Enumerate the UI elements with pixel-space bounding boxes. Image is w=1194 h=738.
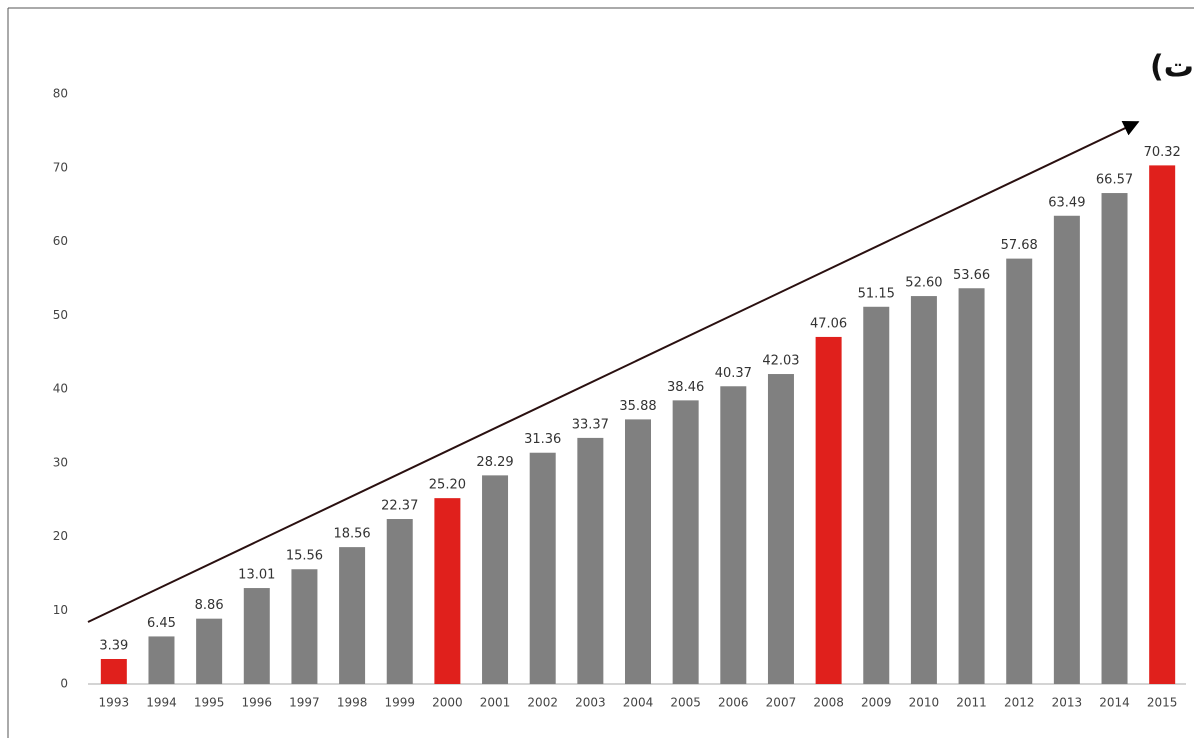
value-label: 18.56 [333, 527, 370, 542]
x-tick-label: 2011 [956, 696, 987, 710]
bar [1053, 215, 1080, 685]
value-label: 13.01 [238, 568, 275, 583]
value-label: 22.37 [381, 499, 418, 514]
bar [434, 498, 461, 684]
bar [1101, 193, 1128, 684]
bar [577, 437, 604, 684]
x-tick-label: 2014 [1099, 696, 1130, 710]
bar [1006, 258, 1033, 684]
y-tick-label: 30 [53, 455, 68, 469]
x-tick-label: 2003 [575, 696, 606, 710]
y-tick-label: 60 [53, 234, 68, 248]
y-tick-label: 0 [60, 677, 68, 691]
bar [339, 547, 366, 684]
x-tick-label: 2001 [480, 696, 511, 710]
value-label: 33.37 [572, 417, 609, 432]
bar [482, 475, 509, 684]
bar [767, 374, 794, 684]
bar [196, 618, 223, 684]
x-tick-label: 2007 [766, 696, 797, 710]
y-tick-label: 10 [53, 603, 68, 617]
value-label: 40.37 [715, 366, 752, 381]
bar [1149, 165, 1176, 684]
x-tick-label: 2015 [1147, 696, 1178, 710]
chart-title: تطور إجمالي الدين العام (بمليارات الدولا… [1150, 50, 1194, 85]
bar [910, 296, 937, 684]
value-label: 51.15 [858, 286, 895, 301]
value-label: 57.68 [1001, 238, 1038, 253]
x-tick-label: 1999 [384, 696, 415, 710]
x-tick-label: 2005 [670, 696, 701, 710]
bar [386, 519, 413, 684]
x-tick-label: 2013 [1052, 696, 1083, 710]
value-label: 3.39 [99, 638, 128, 653]
bar [958, 288, 985, 684]
x-tick-label: 1997 [289, 696, 320, 710]
x-tick-label: 1998 [337, 696, 368, 710]
value-label: 15.56 [286, 549, 323, 564]
bar [720, 386, 747, 684]
value-label: 70.32 [1144, 145, 1181, 160]
y-tick-label: 80 [53, 87, 68, 101]
value-label: 63.49 [1048, 195, 1085, 210]
bar [672, 400, 699, 684]
bar [863, 306, 890, 684]
value-label: 35.88 [619, 399, 656, 414]
x-tick-label: 1995 [194, 696, 225, 710]
x-tick-label: 1994 [146, 696, 177, 710]
y-tick-label: 40 [53, 382, 68, 396]
x-tick-label: 2002 [527, 696, 558, 710]
trend-arrow [87, 120, 1140, 623]
x-tick-label: 2000 [432, 696, 463, 710]
x-tick-label: 2004 [623, 696, 654, 710]
bar [625, 419, 651, 684]
y-tick-label: 50 [53, 308, 68, 322]
value-label: 31.36 [524, 432, 561, 447]
bar [243, 588, 270, 684]
bar [100, 658, 127, 684]
x-tick-label: 2010 [909, 696, 940, 710]
x-tick-label: 1993 [99, 696, 130, 710]
value-label: 53.66 [953, 268, 990, 283]
value-label: 52.60 [905, 276, 942, 291]
y-tick-label: 20 [53, 529, 68, 543]
x-tick-label: 2008 [813, 696, 844, 710]
value-label: 66.57 [1096, 173, 1133, 188]
value-label: 8.86 [195, 598, 224, 613]
value-label: 42.03 [762, 354, 799, 369]
x-tick-label: 2009 [861, 696, 892, 710]
bar [815, 336, 842, 684]
value-label: 25.20 [429, 478, 466, 493]
bar [529, 452, 556, 684]
x-tick-label: 1996 [242, 696, 273, 710]
x-tick-label: 2012 [1004, 696, 1035, 710]
value-label: 6.45 [147, 616, 176, 631]
x-tick-label: 2006 [718, 696, 749, 710]
bar [291, 569, 318, 684]
y-tick-label: 70 [53, 160, 68, 174]
bar [148, 636, 175, 684]
value-label: 38.46 [667, 380, 704, 395]
value-label: 28.29 [476, 455, 513, 470]
value-label: 47.06 [810, 316, 847, 331]
